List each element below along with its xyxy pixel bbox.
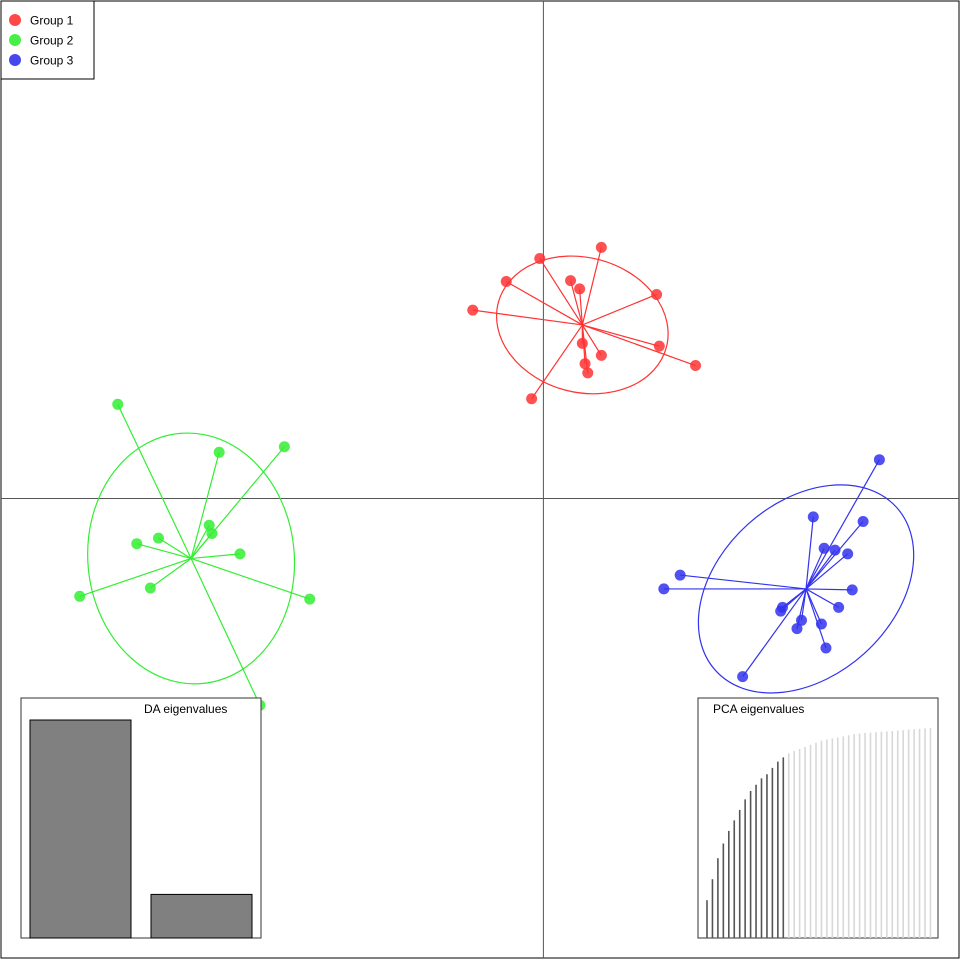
group-1-point — [467, 304, 479, 316]
group-1-spoke — [505, 281, 583, 326]
group-3-point — [791, 623, 803, 635]
legend-swatch — [9, 14, 21, 26]
group-3-spoke — [805, 516, 814, 589]
group-2-point — [213, 446, 225, 458]
group-1-point — [576, 337, 588, 349]
group-1-point — [565, 275, 577, 287]
group-2-spoke — [158, 537, 192, 559]
group-2-point — [74, 590, 86, 602]
group-1-spoke — [531, 324, 583, 400]
group-3-point — [818, 542, 830, 554]
group-1-spoke — [582, 324, 696, 367]
group-1-spoke — [472, 309, 583, 326]
group-3-point — [873, 454, 885, 466]
group-1-spoke — [581, 324, 602, 356]
pca-eigenvalues-inset: PCA eigenvalues — [697, 697, 939, 939]
group-2-point — [112, 398, 124, 410]
group-3-spoke — [680, 574, 807, 590]
group-2-spoke — [117, 404, 192, 559]
group-3-series — [658, 454, 915, 694]
group-3-point — [815, 618, 827, 630]
group-3-point — [658, 583, 670, 595]
group-1-point — [651, 288, 663, 300]
group-1-point — [574, 283, 586, 295]
pca-eigenvalues-title: PCA eigenvalues — [713, 702, 804, 716]
group-3-spoke — [805, 459, 880, 590]
group-1-spoke — [579, 288, 583, 325]
group-3-spoke — [805, 548, 825, 590]
group-3-spoke — [805, 553, 849, 590]
group-3-spoke — [805, 588, 827, 649]
da-eigenvalue-bar — [150, 893, 253, 939]
group-2-ellipse — [87, 432, 296, 685]
group-1-point — [526, 393, 538, 405]
legend-swatch — [9, 54, 21, 66]
group-3-point — [674, 569, 686, 581]
group-1-point — [582, 367, 594, 379]
group-1-spoke — [539, 258, 583, 326]
da-eigenvalues-inset: DA eigenvalues — [20, 697, 262, 939]
group-1-spoke — [582, 324, 660, 347]
group-3-point — [737, 671, 749, 683]
legend-swatch — [9, 34, 21, 46]
group-2-point — [131, 538, 143, 550]
group-3-point — [829, 544, 841, 556]
group-2-spoke — [190, 557, 310, 600]
group-2-spoke — [149, 557, 192, 589]
insets-layer: DA eigenvalues PCA eigenvalues — [20, 697, 939, 939]
legend-label: Group 1 — [30, 14, 74, 28]
da-eigenvalues-title: DA eigenvalues — [144, 702, 227, 716]
group-2-point — [203, 519, 215, 531]
group-3-spoke — [805, 588, 839, 608]
group-3-spoke — [806, 588, 853, 591]
group-1-spoke — [582, 293, 657, 326]
group-1-point — [595, 349, 607, 361]
group-1-spoke — [581, 247, 602, 326]
group-1-point — [579, 358, 591, 370]
legend: Group 1 Group 2 Group 3 — [0, 0, 95, 80]
group-1-spoke — [569, 280, 583, 326]
group-3-point — [833, 601, 845, 613]
group-3-spoke — [742, 588, 807, 677]
group-1-point — [595, 241, 607, 253]
da-eigenvalue-bar — [29, 719, 132, 939]
legend-label: Group 3 — [30, 54, 74, 68]
group-3-ellipse — [697, 484, 915, 694]
group-1-point — [500, 276, 512, 288]
group-2-spoke — [190, 558, 261, 706]
group-3-point — [857, 516, 869, 528]
group-1-series — [467, 241, 702, 405]
group-2-point — [152, 532, 164, 544]
group-2-point — [304, 593, 316, 605]
group-1-point — [690, 360, 702, 372]
group-3-point — [796, 614, 808, 626]
group-1-ellipse — [495, 255, 669, 395]
group-2-point — [278, 441, 290, 453]
legend-label: Group 2 — [30, 34, 74, 48]
group-2-spoke — [136, 543, 192, 560]
group-3-point — [846, 584, 858, 596]
group-1-point — [534, 252, 546, 264]
group-2-series — [74, 398, 316, 711]
group-2-spoke — [190, 452, 220, 559]
group-2-point — [144, 582, 156, 594]
group-2-point — [234, 548, 246, 560]
group-2-point — [206, 528, 218, 540]
group-2-spoke — [191, 553, 241, 560]
group-3-point — [842, 548, 854, 560]
groups-layer — [74, 241, 915, 711]
group-2-spoke — [79, 557, 192, 597]
group-2-spoke — [190, 524, 210, 559]
group-3-point — [807, 511, 819, 523]
group-1-point — [653, 340, 665, 352]
group-3-point — [775, 605, 787, 617]
group-3-spoke — [805, 549, 836, 590]
group-3-point — [820, 642, 832, 654]
